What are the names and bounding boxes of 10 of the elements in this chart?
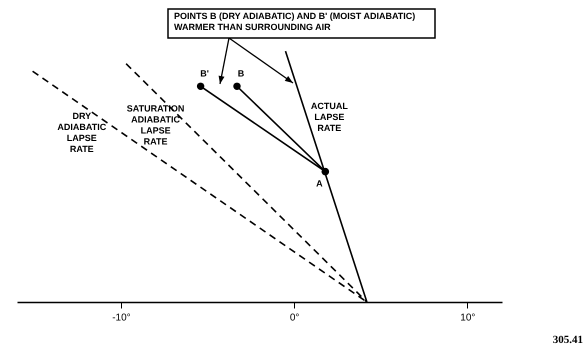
x-tick-label: 0° bbox=[290, 312, 300, 324]
x-tick-label: -10° bbox=[112, 312, 131, 324]
x-tick-label: 10° bbox=[460, 312, 476, 324]
series-label: ACTUAL LAPSE RATE bbox=[310, 101, 348, 134]
text: POINTS B (DRY ADIABATIC) AND B' (MOIST ADIABATIC) WARMER THAN SURROUNDING AIR bbox=[174, 11, 416, 32]
annotation: B' bbox=[200, 68, 209, 78]
series-label: DRY ADIABATIC LAPSE RATE bbox=[57, 111, 107, 154]
annotation: A bbox=[316, 178, 324, 189]
annotation: B bbox=[238, 68, 245, 78]
text: 305.41 bbox=[552, 334, 583, 346]
